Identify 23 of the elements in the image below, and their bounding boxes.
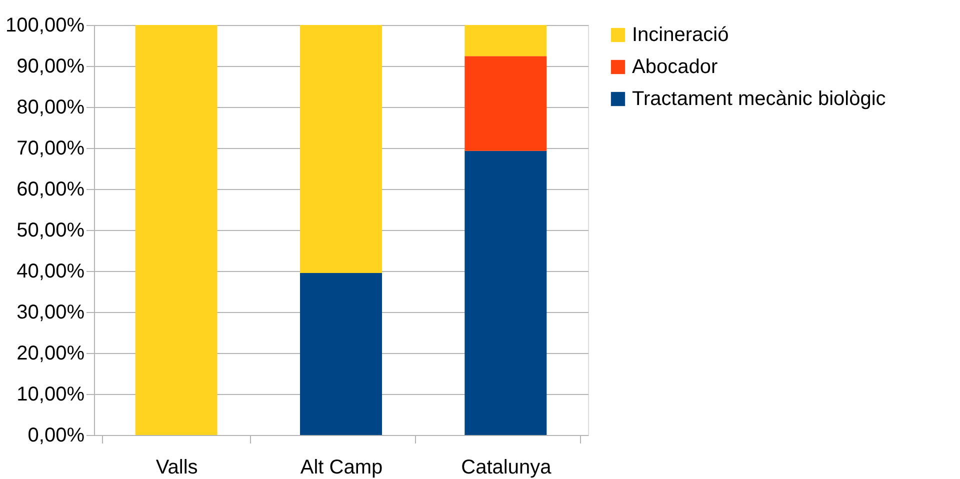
bar bbox=[464, 150, 547, 435]
legend-label: Incineració bbox=[632, 24, 729, 46]
y-tick-label: 100,00% bbox=[6, 14, 85, 36]
y-tick-label: 30,00% bbox=[16, 302, 85, 324]
y-tick-label: 60,00% bbox=[16, 178, 85, 200]
bar bbox=[464, 56, 547, 151]
bar bbox=[300, 273, 382, 435]
y-tick-label: 80,00% bbox=[16, 96, 85, 118]
x-tick-label: Valls bbox=[156, 456, 198, 478]
y-tick-label: 20,00% bbox=[16, 342, 85, 364]
y-tick-label: 50,00% bbox=[16, 220, 85, 242]
bar bbox=[464, 25, 547, 56]
y-tick-label: 0,00% bbox=[28, 424, 85, 446]
legend-label: Tractament mecànic biològic bbox=[632, 88, 886, 110]
bar bbox=[300, 25, 382, 274]
y-tick-label: 90,00% bbox=[16, 56, 85, 78]
y-tick-label: 70,00% bbox=[16, 138, 85, 160]
x-tick-label: Catalunya bbox=[461, 456, 552, 478]
y-tick-label: 40,00% bbox=[16, 260, 85, 282]
bar bbox=[135, 25, 218, 435]
x-tick-label: Alt Camp bbox=[300, 456, 383, 478]
y-tick-label: 10,00% bbox=[16, 384, 85, 406]
legend-label: Abocador bbox=[632, 56, 718, 78]
